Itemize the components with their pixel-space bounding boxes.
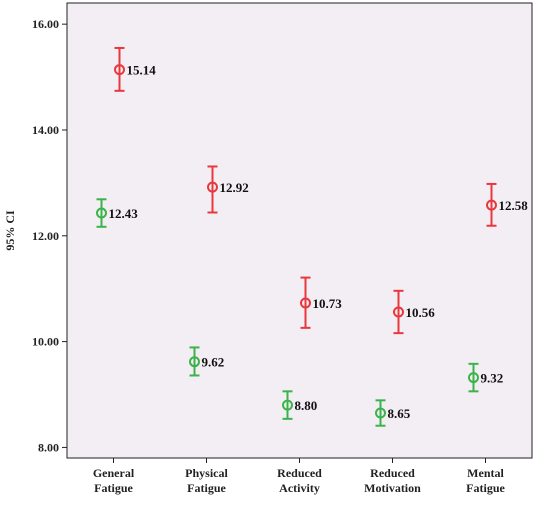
data-label: 10.56 bbox=[406, 305, 436, 320]
x-tick-label: General bbox=[93, 466, 135, 480]
y-tick-label: 8.00 bbox=[38, 440, 59, 454]
data-label: 8.65 bbox=[388, 406, 411, 421]
y-tick-label: 14.00 bbox=[32, 123, 59, 137]
data-point bbox=[282, 399, 293, 411]
y-tick-label: 12.00 bbox=[32, 229, 59, 243]
data-point bbox=[300, 297, 311, 309]
plot-area bbox=[66, 2, 533, 459]
data-point bbox=[207, 181, 218, 193]
x-tick-label: Fatigue bbox=[94, 481, 133, 495]
x-tick-label: Fatigue bbox=[466, 481, 505, 495]
x-tick-label: Mental bbox=[467, 466, 504, 480]
data-label: 9.62 bbox=[202, 355, 225, 370]
data-label: 9.32 bbox=[481, 371, 504, 386]
data-label: 12.58 bbox=[499, 198, 529, 213]
y-axis-title: 95% CI bbox=[3, 210, 17, 251]
x-tick-label: Fatigue bbox=[187, 481, 226, 495]
x-tick-label: Reduced bbox=[277, 466, 322, 480]
data-point bbox=[468, 372, 479, 384]
data-label: 8.80 bbox=[295, 398, 318, 413]
data-label: 12.92 bbox=[220, 180, 249, 195]
data-label: 15.14 bbox=[127, 63, 157, 78]
x-tick-label: Motivation bbox=[364, 481, 421, 495]
data-point bbox=[486, 199, 497, 211]
data-label: 10.73 bbox=[313, 296, 343, 311]
y-tick-label: 16.00 bbox=[32, 17, 59, 31]
data-label: 12.43 bbox=[109, 206, 139, 221]
data-point bbox=[189, 356, 200, 368]
data-point bbox=[375, 407, 386, 419]
data-point bbox=[393, 306, 404, 318]
y-tick-label: 10.00 bbox=[32, 335, 59, 349]
data-point bbox=[114, 64, 125, 76]
data-point bbox=[96, 207, 107, 219]
x-tick-label: Physical bbox=[185, 466, 228, 480]
x-tick-label: Reduced bbox=[370, 466, 415, 480]
x-tick-label: Activity bbox=[279, 481, 320, 495]
